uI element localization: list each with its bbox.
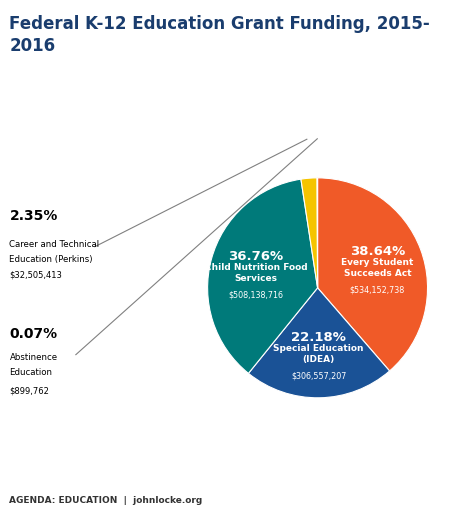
Text: $306,557,207: $306,557,207 xyxy=(291,371,346,380)
Text: AGENDA: EDUCATION  |  johnlocke.org: AGENDA: EDUCATION | johnlocke.org xyxy=(9,495,203,505)
Text: $508,138,716: $508,138,716 xyxy=(228,291,283,300)
Text: $32,505,413: $32,505,413 xyxy=(9,270,63,280)
Text: Education (Perkins): Education (Perkins) xyxy=(9,255,93,264)
Text: Abstinence: Abstinence xyxy=(9,353,58,362)
Text: 38.64%: 38.64% xyxy=(350,245,405,258)
Wedge shape xyxy=(248,288,390,398)
Text: Federal K-12 Education Grant Funding, 2015-
2016: Federal K-12 Education Grant Funding, 20… xyxy=(9,15,430,55)
Text: Education: Education xyxy=(9,368,53,377)
Text: 2.35%: 2.35% xyxy=(9,209,58,223)
Text: 36.76%: 36.76% xyxy=(228,250,283,263)
Text: $899,762: $899,762 xyxy=(9,386,49,395)
Text: Every Student
Succeeds Act: Every Student Succeeds Act xyxy=(341,258,413,278)
Text: Career and Technical: Career and Technical xyxy=(9,240,100,249)
Wedge shape xyxy=(301,178,318,288)
Text: 22.18%: 22.18% xyxy=(291,331,346,344)
Wedge shape xyxy=(208,179,318,373)
Text: Special Education
(IDEA): Special Education (IDEA) xyxy=(273,344,364,364)
Text: $534,152,738: $534,152,738 xyxy=(350,285,405,294)
Wedge shape xyxy=(318,178,428,371)
Wedge shape xyxy=(317,178,318,288)
Text: 0.07%: 0.07% xyxy=(9,327,58,341)
Text: Child Nutrition Food
Services: Child Nutrition Food Services xyxy=(205,263,307,283)
